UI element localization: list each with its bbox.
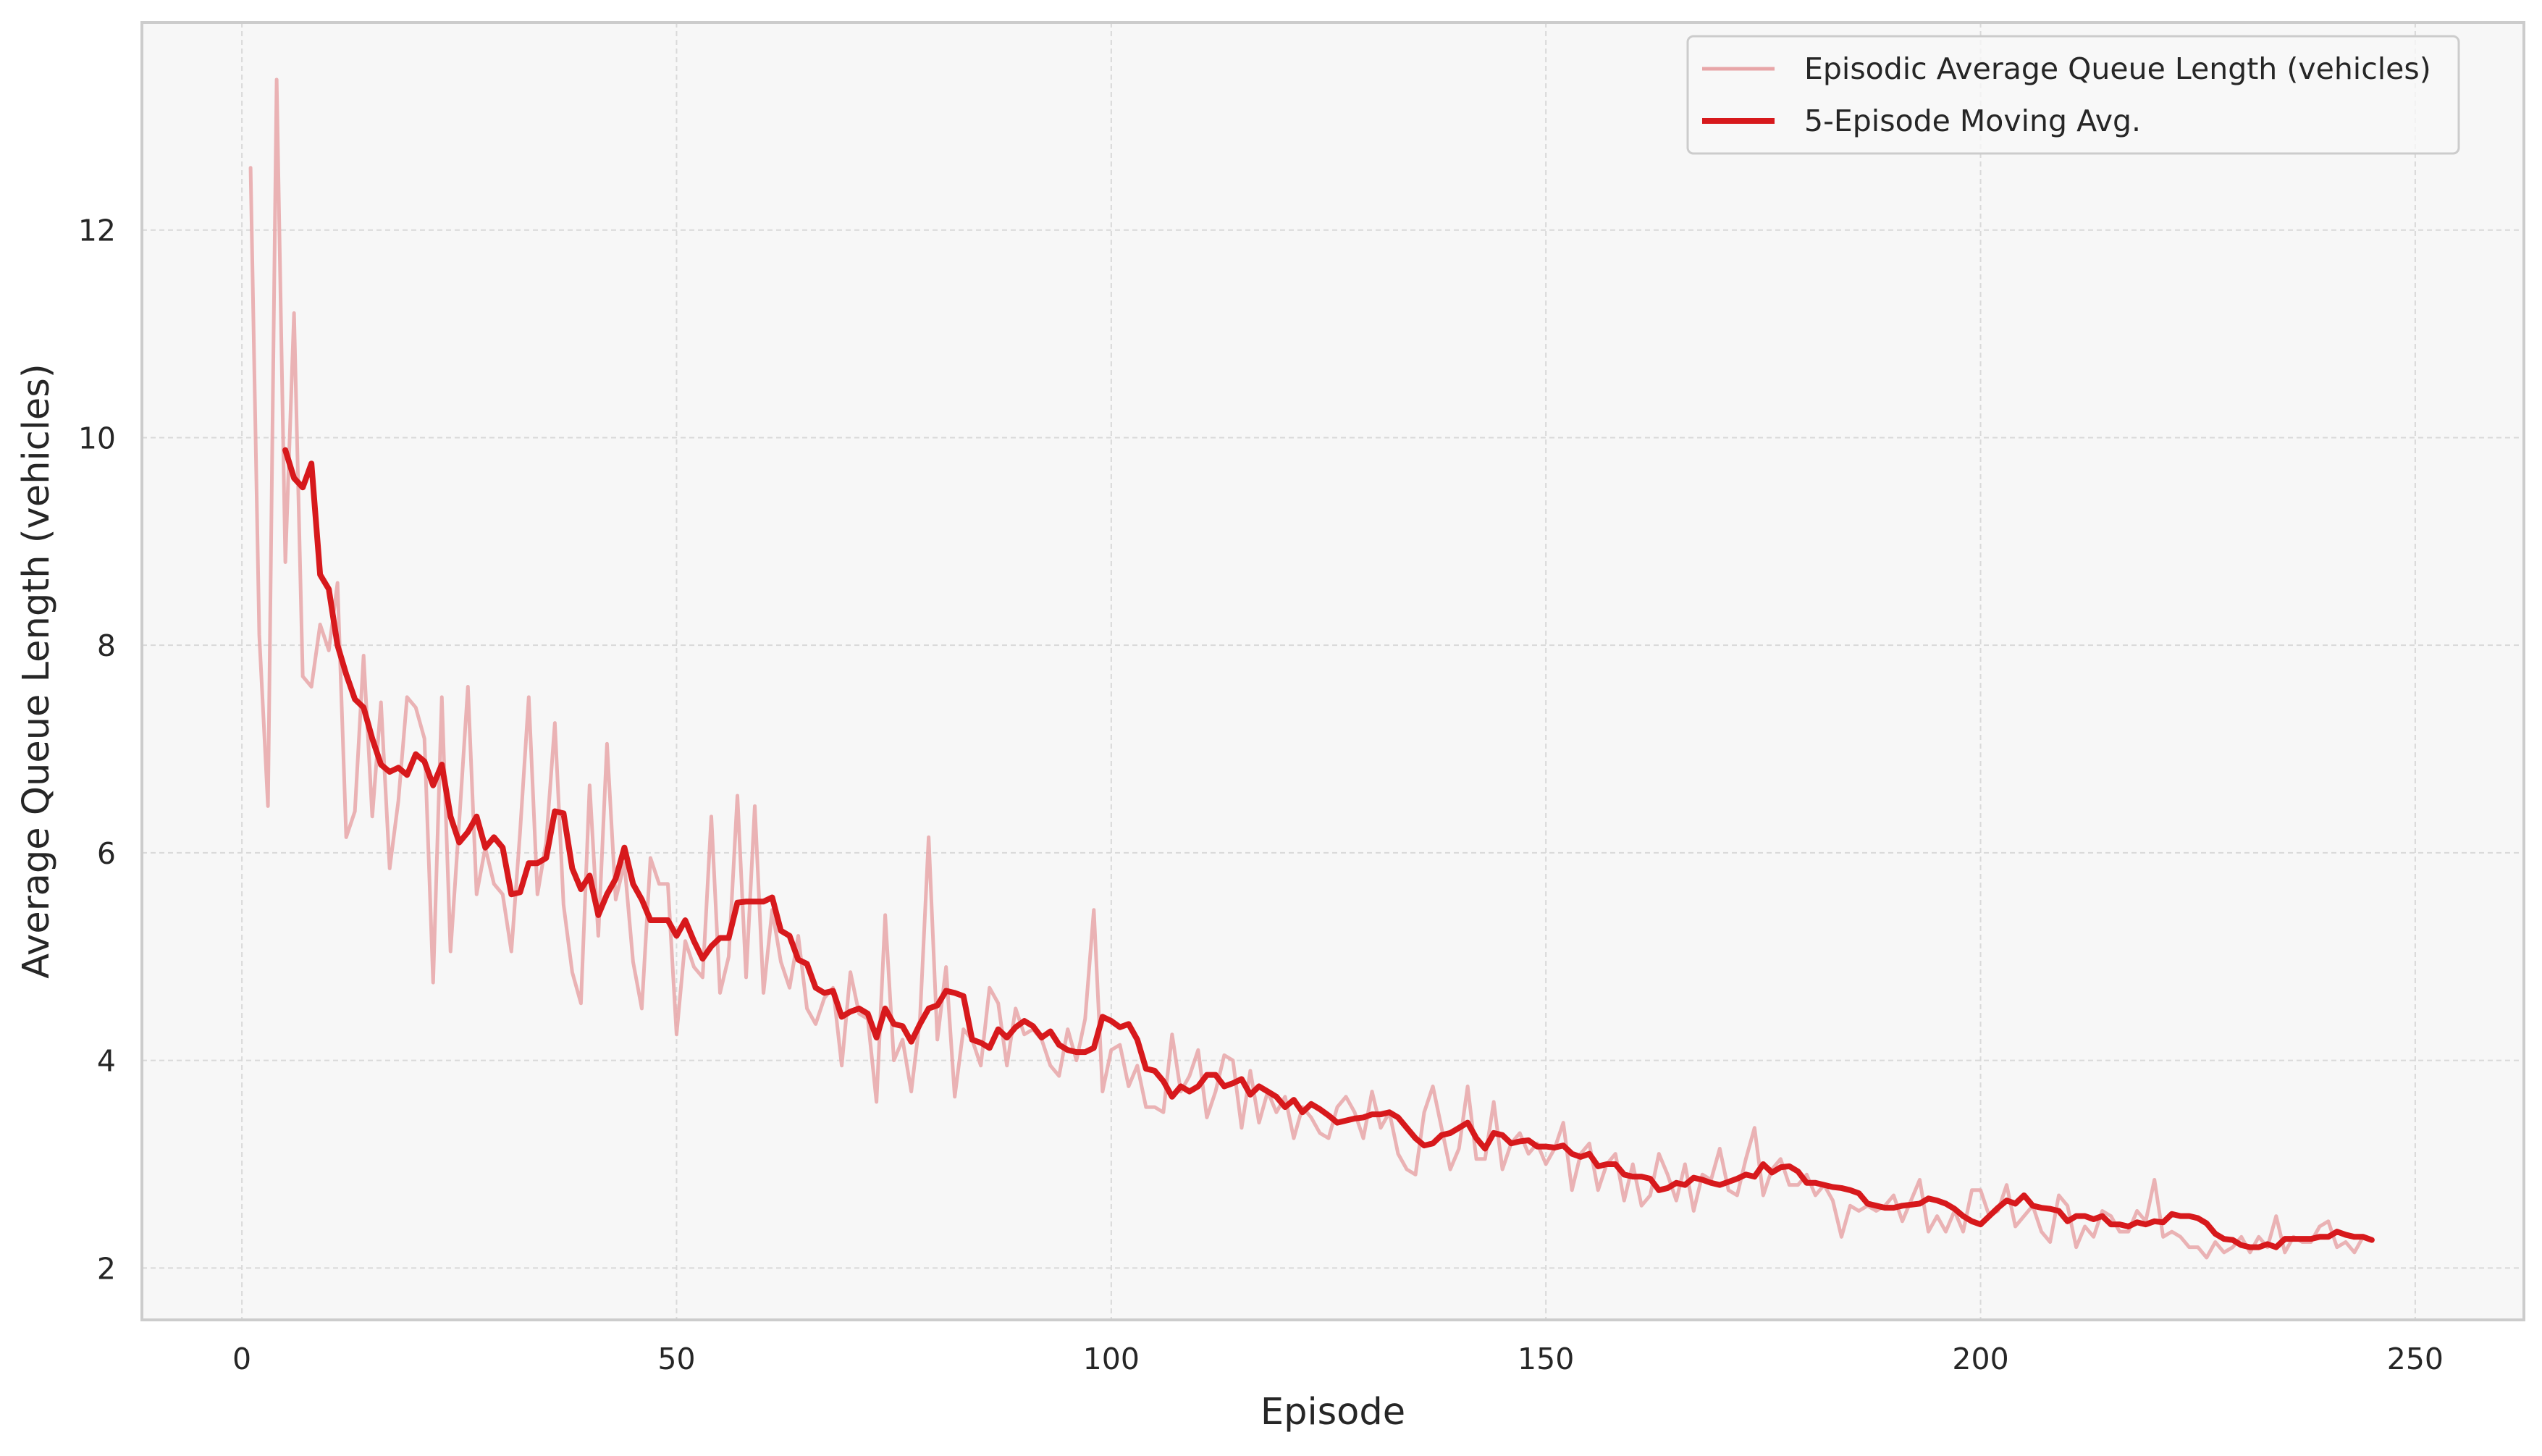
x-axis-ticks: 0 50 100 150 200 250 xyxy=(232,1342,2444,1376)
x-tick-label: 250 xyxy=(2387,1342,2444,1376)
legend-label-moving-average: 5-Episode Moving Avg. xyxy=(1804,104,2141,138)
y-tick-label: 6 xyxy=(97,836,116,871)
x-tick-label: 150 xyxy=(1518,1342,1574,1376)
episodic-average-line xyxy=(248,77,2365,1260)
x-tick-label: 100 xyxy=(1083,1342,1140,1376)
moving-average-line xyxy=(282,447,2375,1250)
x-tick-label: 200 xyxy=(1952,1342,2008,1376)
plot-area xyxy=(142,22,2524,1320)
y-tick-label: 8 xyxy=(97,628,116,663)
x-tick-label: 0 xyxy=(232,1342,251,1376)
x-tick-label: 50 xyxy=(657,1342,695,1376)
x-axis-label: Episode xyxy=(1261,1391,1405,1434)
y-tick-label: 10 xyxy=(78,421,116,455)
y-tick-label: 12 xyxy=(78,214,116,248)
y-tick-label: 4 xyxy=(97,1044,116,1079)
plot-frame xyxy=(140,21,2525,1321)
legend-label-episodic: Episodic Average Queue Length (vehicles) xyxy=(1804,51,2431,86)
grid-lines xyxy=(142,22,2524,1320)
y-axis-label: Average Queue Length (vehicles) xyxy=(15,363,58,979)
series-moving-average xyxy=(282,447,2375,1250)
y-axis-ticks: 2 4 6 8 10 12 xyxy=(78,214,116,1287)
legend: Episodic Average Queue Length (vehicles)… xyxy=(1686,35,2460,155)
y-tick-label: 2 xyxy=(97,1251,116,1286)
series-episodic-average xyxy=(248,77,2365,1260)
legend-box xyxy=(1686,35,2460,155)
